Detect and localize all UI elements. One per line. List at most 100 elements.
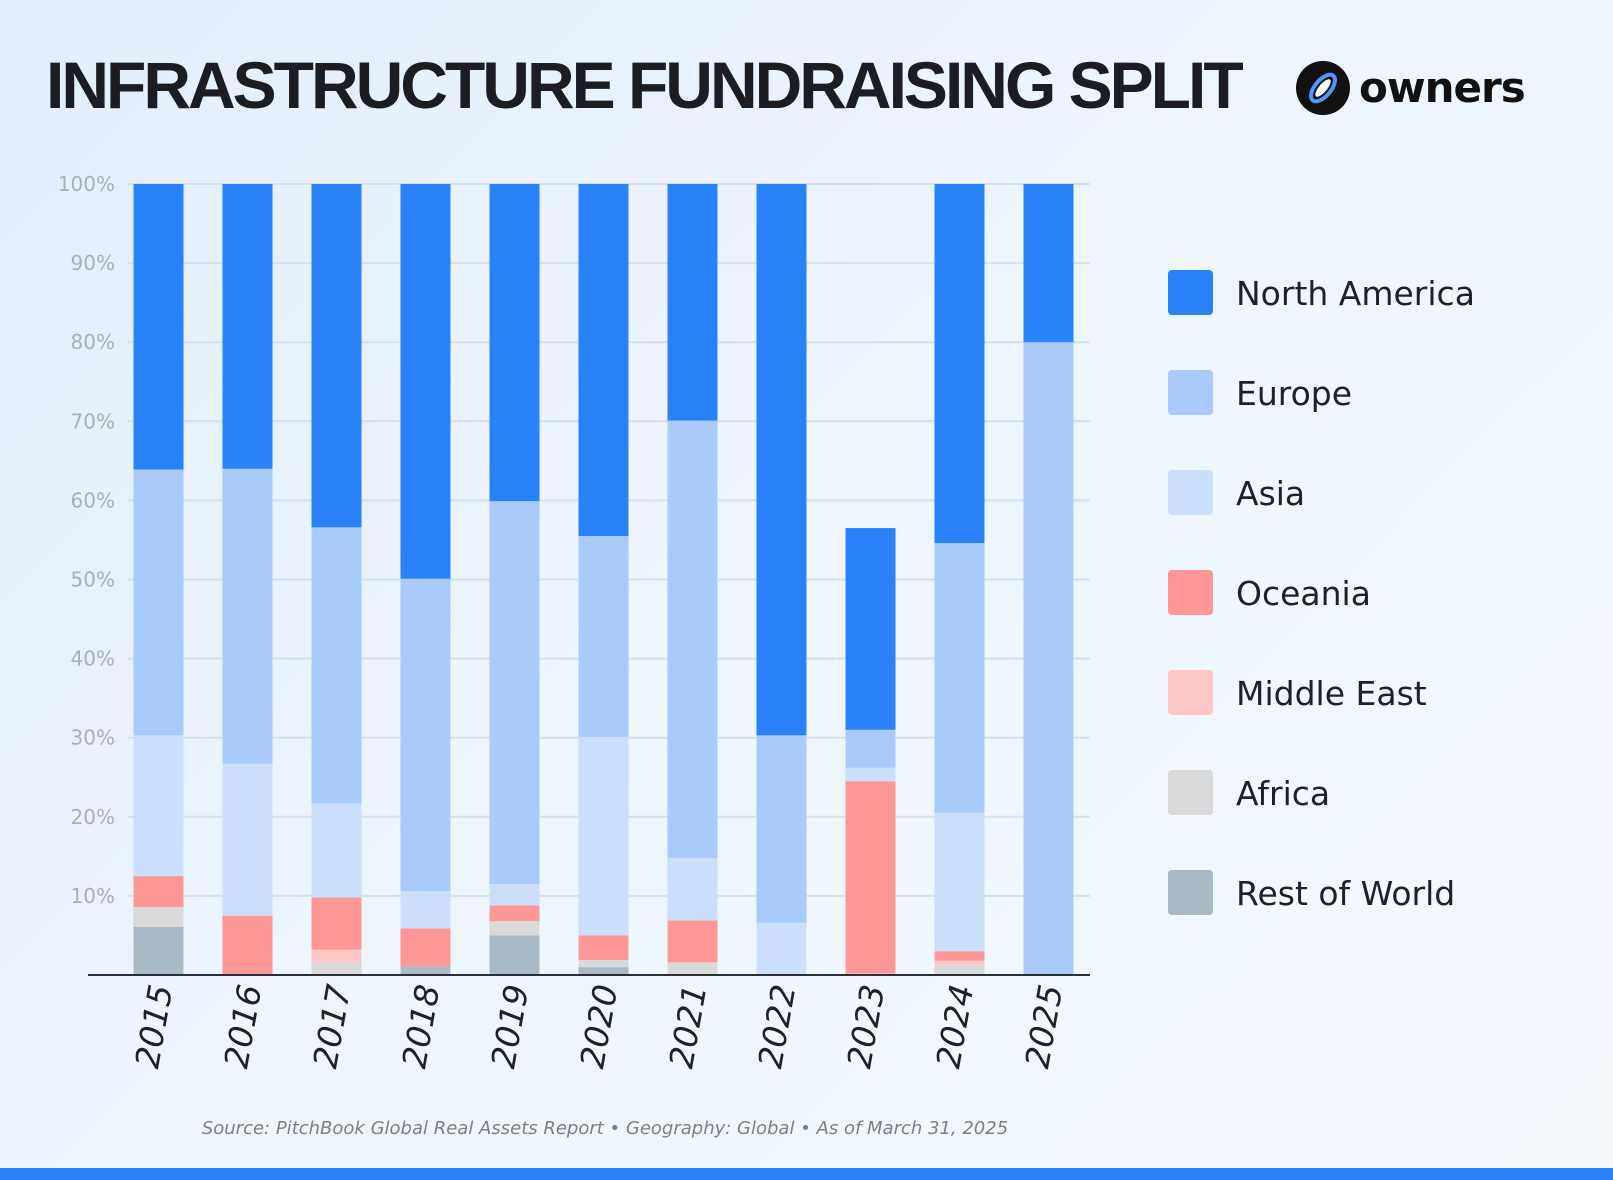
- legend-swatch: [1168, 770, 1213, 815]
- brand-name: owners: [1359, 63, 1526, 112]
- y-tick-label: 60%: [71, 488, 115, 512]
- bar-segment-europe: [400, 578, 451, 892]
- x-tick-label: 2022: [750, 982, 803, 1071]
- legend-item: Asia: [1168, 470, 1568, 516]
- owners-logo-icon: [1296, 61, 1350, 115]
- x-tick-label: 2021: [661, 982, 714, 1071]
- bar-segment-europe: [756, 735, 807, 923]
- bar-segment-europe: [311, 527, 362, 804]
- y-tick-label: 10%: [71, 884, 115, 908]
- bar-segment-europe: [222, 468, 273, 764]
- bar-segment-north-america: [756, 184, 807, 736]
- bar-segment-africa: [311, 962, 362, 975]
- bar-segment-asia: [400, 891, 451, 929]
- legend-item: Africa: [1168, 770, 1568, 816]
- bar-segment-oceania: [578, 935, 629, 960]
- bar-segment-asia: [578, 736, 629, 936]
- brand-logo: owners: [1295, 60, 1526, 116]
- bar-stack-2023: [845, 528, 896, 975]
- legend-item: Oceania: [1168, 570, 1568, 616]
- bar-segment-europe: [489, 501, 540, 885]
- x-tick-label: 2020: [572, 982, 625, 1071]
- bar-segment-europe: [578, 535, 629, 737]
- bar-stack-2018: [400, 184, 451, 975]
- bar-segment-asia: [133, 735, 184, 877]
- bar-segment-africa: [934, 964, 985, 975]
- bar-segment-north-america: [489, 184, 540, 502]
- legend-label: Oceania: [1236, 574, 1371, 613]
- chart-title: INFRASTRUCTURE FUNDRAISING SPLIT: [46, 48, 1244, 122]
- legend-swatch: [1168, 670, 1213, 715]
- x-tick-label: 2016: [216, 982, 269, 1071]
- legend-item: North America: [1168, 270, 1568, 316]
- bar-segment-north-america: [578, 184, 629, 536]
- legend-label: North America: [1236, 274, 1475, 313]
- bar-segment-asia: [667, 857, 718, 921]
- bar-stack-2015: [133, 184, 184, 975]
- bar-segment-rest-of-world: [133, 926, 184, 975]
- bar-segment-oceania: [400, 928, 451, 967]
- legend-item: Middle East: [1168, 670, 1568, 716]
- bar-stack-2019: [489, 184, 540, 975]
- bar-segment-oceania: [222, 915, 273, 975]
- legend-swatch: [1168, 470, 1213, 515]
- bar-stack-2024: [934, 184, 985, 975]
- bar-segment-africa: [667, 962, 718, 975]
- legend-label: Africa: [1236, 774, 1331, 813]
- bar-stack-2022: [756, 184, 807, 975]
- bar-segment-north-america: [133, 184, 184, 470]
- bar-segment-north-america: [1023, 184, 1074, 343]
- bar-stack-2025: [1023, 184, 1074, 975]
- legend-label: Rest of World: [1236, 874, 1456, 913]
- bar-stack-2016: [222, 184, 273, 975]
- legend-swatch: [1168, 370, 1213, 415]
- bar-segment-europe: [845, 729, 896, 768]
- x-tick-label: 2018: [394, 982, 447, 1071]
- legend-label: Europe: [1236, 374, 1353, 413]
- bar-stack-2021: [667, 184, 718, 975]
- bar-segment-oceania: [311, 897, 362, 950]
- bar-segment-oceania: [667, 920, 718, 963]
- bar-segment-africa: [489, 921, 540, 936]
- x-tick-label: 2017: [305, 982, 358, 1071]
- x-tick-label: 2025: [1017, 982, 1070, 1071]
- bar-segment-oceania: [489, 905, 540, 922]
- bar-segment-oceania: [934, 951, 985, 961]
- x-tick-label: 2024: [928, 982, 981, 1071]
- bar-segment-middle-east: [311, 949, 362, 963]
- x-tick-label: 2019: [483, 982, 536, 1071]
- bar-segment-north-america: [934, 184, 985, 544]
- bar-segment-asia: [222, 763, 273, 916]
- y-tick-label: 100%: [58, 172, 115, 196]
- bar-stack-2020: [578, 184, 629, 975]
- bar-segment-africa: [578, 959, 629, 968]
- bar-segment-africa: [133, 906, 184, 927]
- legend-label: Asia: [1236, 474, 1306, 513]
- x-tick-label: 2023: [839, 982, 892, 1071]
- y-tick-label: 20%: [71, 805, 115, 829]
- legend-swatch: [1168, 870, 1213, 915]
- bar-segment-europe: [133, 469, 184, 736]
- bar-segment-north-america: [845, 528, 896, 730]
- bar-segment-asia: [311, 803, 362, 898]
- legend-swatch: [1168, 570, 1213, 615]
- bar-segment-oceania: [845, 781, 896, 974]
- bar-segment-rest-of-world: [400, 966, 451, 975]
- y-tick-label: 40%: [71, 647, 115, 671]
- x-axis-ticks: 2015 2016 2017 2018 2019 2020 2021 2022 2023 2024…: [127, 982, 1070, 1071]
- bar-segment-asia: [934, 812, 985, 952]
- bar-stack-2017: [311, 184, 362, 975]
- source-note: Source: PitchBook Global Real Assets Rep…: [201, 1118, 1009, 1139]
- y-tick-label: 50%: [71, 568, 115, 592]
- bar-segment-rest-of-world: [489, 935, 540, 975]
- bar-segment-europe: [667, 420, 718, 858]
- bar-segment-north-america: [667, 184, 718, 421]
- y-tick-label: 90%: [71, 251, 115, 275]
- bar-segment-europe: [1023, 342, 1074, 975]
- y-tick-label: 70%: [71, 409, 115, 433]
- bottom-accent-bar: [0, 1168, 1613, 1180]
- legend-item: Rest of World: [1168, 870, 1568, 916]
- bar-segment-rest-of-world: [578, 967, 629, 975]
- y-tick-label: 30%: [71, 726, 115, 750]
